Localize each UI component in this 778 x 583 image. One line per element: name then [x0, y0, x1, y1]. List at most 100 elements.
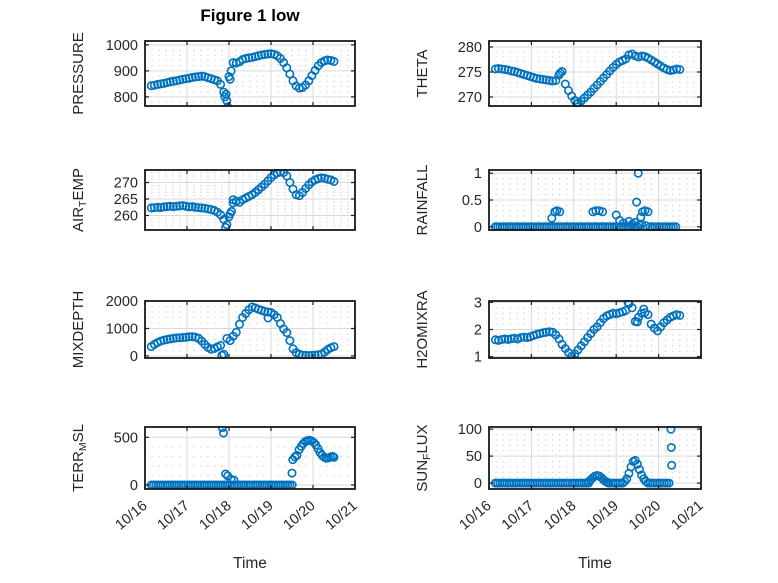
data-point — [541, 327, 551, 337]
data-point — [535, 74, 545, 84]
data-point — [329, 56, 339, 66]
data-markers — [490, 49, 685, 107]
y-tick-label: 2 — [474, 323, 482, 339]
y-tick-label: 0 — [474, 220, 482, 236]
y-axis-label-mixdepth: MIXDEPTH — [70, 291, 87, 369]
data-point — [598, 207, 608, 217]
y-tick-label: 0 — [130, 478, 138, 494]
data-point — [224, 72, 234, 82]
data-point — [153, 79, 163, 89]
x-tick-label: 10/16 — [112, 498, 150, 534]
axes-box — [488, 40, 702, 107]
data-point — [557, 67, 567, 77]
y-tick-label: 260 — [114, 208, 138, 224]
data-point — [532, 74, 542, 84]
data-point — [287, 468, 297, 478]
y-tick-label: 275 — [458, 65, 482, 81]
data-markers — [146, 302, 339, 359]
data-point — [168, 76, 178, 86]
data-point — [221, 469, 231, 479]
data-point — [175, 201, 185, 211]
data-markers — [490, 426, 677, 488]
data-markers — [490, 300, 685, 359]
x-tick-label: 10/18 — [196, 498, 234, 534]
data-point — [497, 64, 507, 74]
data-point — [667, 460, 677, 470]
data-point — [168, 333, 178, 343]
data-point — [175, 333, 185, 343]
axes-box — [144, 300, 356, 359]
minor-grid — [495, 178, 695, 222]
data-point — [153, 202, 163, 212]
y-axis-label-h2omixra: H2OMIXRA — [414, 290, 431, 368]
data-point — [190, 72, 200, 82]
data-point — [307, 350, 317, 359]
data-point — [219, 428, 229, 438]
data-point — [622, 474, 632, 484]
data-point — [666, 426, 676, 434]
data-point — [675, 65, 685, 75]
y-tick-label: 500 — [114, 430, 138, 446]
data-point — [229, 475, 239, 485]
data-point — [639, 304, 649, 314]
data-point — [519, 332, 529, 342]
data-point — [162, 202, 172, 212]
minor-grid — [495, 307, 695, 352]
y-tick-label: 900 — [114, 64, 138, 80]
data-point — [618, 218, 628, 228]
data-point — [228, 195, 238, 205]
data-markers — [146, 49, 339, 107]
minor-grid — [151, 49, 349, 103]
data-point — [168, 202, 178, 212]
y-axis-label-rainfall: RAINFALL — [414, 165, 431, 236]
y-tick-label: 1000 — [106, 321, 138, 337]
data-point — [666, 442, 676, 452]
y-tick-label: 1 — [474, 166, 482, 182]
subplot-pressure: 800 900 1000 PRESSURE — [70, 32, 356, 115]
data-point — [301, 350, 311, 359]
y-tick-label: 2000 — [106, 294, 138, 310]
x-tick-label: 10/16 — [456, 498, 494, 534]
y-tick-label: 270 — [458, 90, 482, 106]
data-point — [290, 452, 300, 462]
y-axis-label-theta: THETA — [414, 49, 431, 97]
data-point — [146, 203, 156, 213]
minor-grid — [495, 51, 695, 103]
y-tick-label: 265 — [114, 192, 138, 208]
y-tick-label: 3 — [474, 295, 482, 311]
y-tick-label: 100 — [458, 422, 482, 438]
data-point — [664, 478, 674, 488]
y-tick-label: 280 — [458, 40, 482, 56]
data-point — [181, 74, 191, 84]
x-tick-label: 10/21 — [322, 498, 360, 534]
data-point — [224, 212, 234, 222]
y-axis-label-air-temp: AIRTEMP — [70, 168, 89, 232]
data-markers — [146, 169, 339, 231]
data-point — [500, 334, 510, 344]
y-tick-label: 1 — [474, 350, 482, 366]
y-tick-label: 0.5 — [462, 193, 482, 209]
subplot-mixdepth: 0 1000 2000 MIXDEPTH — [70, 291, 356, 369]
data-point — [643, 310, 653, 320]
subplot-rainfall: 0 0.5 1 RAINFALL — [414, 165, 702, 236]
data-point — [256, 50, 266, 60]
x-tick-label: 10/19 — [238, 498, 276, 534]
data-point — [329, 452, 339, 462]
subplot-sun-flux: 0 50 100 SUNFLUX 10/16 10/17 10/18 10/19 10/20 10… — [414, 422, 707, 572]
x-tick-label: 10/20 — [280, 498, 318, 534]
data-point — [190, 202, 200, 212]
subplot-theta: 270 275 280 THETA — [414, 40, 702, 107]
data-point — [548, 76, 558, 86]
data-point — [226, 66, 236, 76]
x-tick-label: 10/17 — [499, 498, 537, 534]
data-point — [572, 99, 582, 107]
data-point — [165, 201, 175, 211]
data-point — [227, 207, 237, 217]
data-point — [675, 310, 685, 320]
data-point — [181, 332, 191, 342]
data-point — [493, 64, 503, 74]
data-point — [634, 465, 644, 475]
data-point — [178, 332, 188, 342]
